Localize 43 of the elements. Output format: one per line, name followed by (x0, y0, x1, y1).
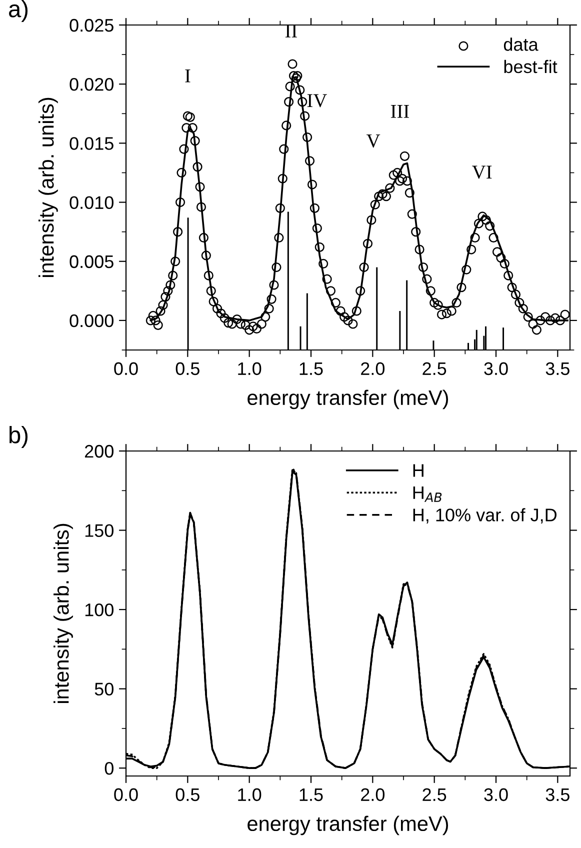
x-tick-label: 2.5 (422, 362, 446, 376)
x-tick-label: 3.0 (484, 362, 508, 376)
y-tick-label: 0.005 (70, 255, 114, 268)
x-tick-label: 3.5 (546, 788, 570, 802)
annotation: III (390, 104, 409, 118)
y-tick-label: 0.020 (70, 78, 114, 91)
x-tick-label: 1.5 (300, 362, 323, 376)
annotation: IV (307, 94, 327, 108)
annotation: I (185, 70, 190, 82)
legend-label: H, 10% var. of J,D (413, 508, 557, 524)
x-tick-label: 2.5 (422, 788, 446, 802)
y-tick-label: 0.000 (70, 314, 114, 328)
y-tick-label: 0.025 (70, 18, 114, 32)
y-tick-label: 0.015 (70, 137, 114, 150)
x-axis-title: energy transfer (meV) (248, 816, 448, 836)
y-tick-label: 0.010 (70, 196, 114, 209)
annotation: VI (472, 166, 492, 179)
y-tick-label: 150 (85, 524, 114, 537)
y-tick-label: 50 (94, 682, 114, 696)
x-tick-label: 3.0 (484, 788, 508, 802)
x-tick-label: 0.0 (114, 788, 138, 802)
y-axis-title: intensity (arb. units) (38, 98, 58, 277)
x-axis-title: energy transfer (meV) (248, 390, 448, 410)
y-axis-title: intensity (arb. units) (54, 524, 73, 703)
legend-label: H$_{AB}$ (413, 486, 442, 502)
x-tick-label: 0.0 (114, 362, 138, 376)
y-tick-label: 100 (85, 603, 114, 616)
y-tick-label: 0 (104, 762, 114, 775)
legend-label: best-fit (504, 60, 558, 74)
x-tick-label: 3.5 (546, 362, 570, 376)
legend-label: H (413, 464, 424, 477)
x-tick-label: 0.5 (176, 788, 200, 802)
x-tick-label: 0.5 (176, 362, 200, 376)
legend-label: data (504, 38, 538, 51)
text: b) (10, 426, 28, 448)
x-tick-label: 1.0 (238, 362, 262, 376)
x-tick-label: 1.5 (300, 788, 323, 802)
x-tick-label: 2.0 (361, 788, 385, 802)
x-tick-label: 1.0 (238, 788, 262, 802)
x-tick-label: 2.0 (361, 362, 385, 376)
annotation: V (366, 134, 380, 148)
text: a) (9, 0, 28, 22)
y-tick-label: 200 (84, 444, 114, 458)
